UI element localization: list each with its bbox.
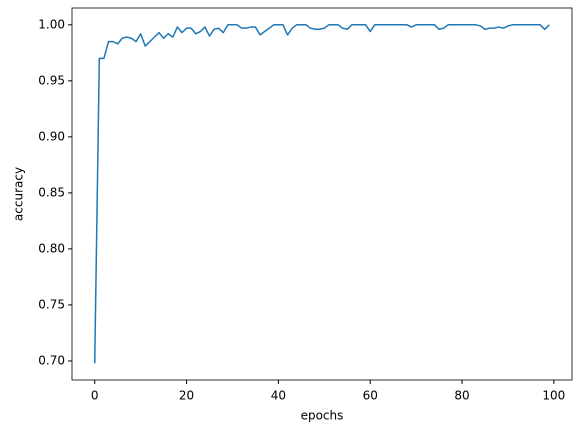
y-tick-label: 0.85 (38, 185, 65, 199)
y-tick-label: 0.95 (38, 73, 65, 87)
x-tick-label: 40 (271, 389, 286, 403)
y-tick-label: 0.70 (38, 353, 65, 367)
y-tick-label: 0.80 (38, 241, 65, 255)
line (93, 24, 550, 364)
x-axis-label: epochs (301, 409, 344, 423)
y-tick-label: 0.90 (38, 129, 65, 143)
x-tick-label: 0 (91, 389, 99, 403)
y-tick-label: 0.75 (38, 297, 65, 311)
x-tick-label: 80 (454, 389, 469, 403)
y-axis-label: accuracy (12, 167, 26, 221)
plot-frame (71, 7, 573, 381)
y-tick-label: 1.00 (38, 17, 65, 31)
x-tick-label: 60 (363, 389, 378, 403)
x-tick-label: 100 (542, 389, 565, 403)
x-tick-label: 20 (179, 389, 194, 403)
